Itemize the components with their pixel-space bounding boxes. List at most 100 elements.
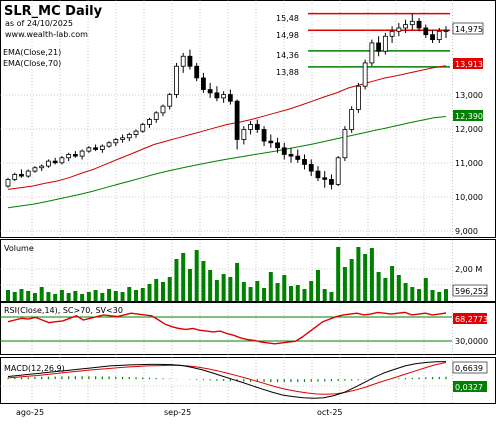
volume-bar	[248, 287, 253, 301]
volume-bar	[181, 253, 186, 301]
candle-up	[99, 145, 105, 150]
volume-bar	[12, 292, 17, 301]
volume-bar	[349, 259, 354, 301]
candle-down	[329, 179, 334, 185]
price-tick-10000: 10,000	[455, 193, 483, 202]
candle-down	[234, 100, 240, 140]
candle-up	[59, 157, 65, 164]
candle-up	[355, 85, 361, 110]
volume-bar	[295, 285, 300, 301]
candle-up	[153, 112, 159, 120]
candle-up	[248, 124, 253, 130]
volume-bar	[403, 283, 408, 301]
price-pane	[0, 0, 496, 238]
candle-up	[180, 55, 186, 67]
candle-down	[288, 154, 294, 157]
candle-up	[39, 165, 45, 169]
volume-bar	[396, 275, 401, 301]
candle-down	[281, 147, 287, 155]
candle-down	[187, 55, 193, 67]
candle-up	[66, 154, 72, 159]
candle-up	[362, 62, 368, 87]
candle-up	[396, 27, 402, 32]
volume-bar	[255, 281, 260, 301]
volume-bar	[66, 293, 71, 301]
price-tick-12000: 12,000	[455, 125, 483, 134]
site-link[interactable]: www.wealth-lab.com	[5, 30, 88, 39]
volume-bar	[262, 288, 267, 301]
volume-title: Volume	[4, 244, 34, 253]
volume-bar	[93, 290, 98, 301]
macd-signal-line	[7, 362, 447, 395]
ema70-line	[7, 116, 447, 209]
candle-up	[79, 150, 85, 157]
volume-bar	[154, 279, 159, 301]
volume-bar	[268, 272, 273, 301]
candle-up	[133, 130, 139, 135]
volume-bar	[363, 254, 368, 301]
volume-bar	[113, 291, 118, 301]
candle-up	[174, 65, 179, 95]
candle-down	[201, 77, 206, 90]
volume-bar	[214, 280, 219, 301]
volume-bar	[167, 277, 172, 301]
ema70-badge-box	[453, 110, 483, 121]
candle-up	[147, 119, 152, 125]
ema21-badge: 13,913	[455, 60, 483, 69]
candle-up	[140, 124, 146, 132]
volume-bar	[342, 267, 347, 301]
candle-up	[349, 109, 355, 130]
rsi-badge-box	[453, 313, 487, 324]
candle-down	[268, 140, 274, 144]
x-label-ago: ago-25	[16, 408, 44, 417]
volume-bar	[127, 287, 132, 301]
volume-bar	[417, 289, 422, 301]
candle-down	[93, 147, 98, 150]
candle-down	[52, 160, 58, 164]
volume-badge-box	[452, 284, 488, 297]
ema21-badge-box	[453, 58, 483, 69]
candle-down	[72, 154, 78, 157]
volume-gridlines	[0, 268, 452, 286]
volume-tick-2m: 2,00 M	[455, 265, 482, 274]
macd-title: MACD(12,26,9)	[4, 364, 65, 373]
ema70-badge: 12,390	[455, 112, 483, 121]
candle-down	[430, 34, 435, 41]
volume-bar	[19, 289, 24, 301]
volume-bar	[235, 263, 240, 301]
candle-up	[5, 179, 11, 187]
candle-up	[25, 170, 31, 177]
volume-bar	[275, 283, 280, 301]
level-label-1388: 13,88	[276, 68, 299, 77]
candle-down	[194, 65, 200, 79]
macd-badge-box	[452, 361, 488, 374]
volume-bar	[390, 266, 395, 301]
volume-bar	[39, 287, 44, 301]
volume-bar	[80, 294, 85, 301]
candle-up	[369, 42, 375, 64]
candle-up	[106, 142, 112, 147]
candle-down	[376, 42, 382, 52]
volume-bar	[59, 290, 64, 301]
macd-pane	[0, 357, 496, 404]
volume-bar	[383, 278, 388, 301]
rsi-title: RSI(Close,14), SC>70, SV<30	[4, 306, 123, 315]
volume-bar	[228, 277, 233, 301]
price-tick-13000: 13,000	[455, 91, 483, 100]
volume-bar	[160, 282, 165, 301]
candle-up	[167, 94, 173, 107]
volume-bar	[289, 286, 294, 301]
rsi-pane	[0, 302, 496, 355]
candle-up	[12, 174, 18, 180]
volume-bar	[208, 270, 213, 301]
candle-down	[261, 129, 267, 142]
candle-down	[322, 177, 328, 180]
candle-up	[32, 167, 38, 172]
volume-bar	[201, 261, 206, 301]
symbol-title: SLR_MC Daily	[4, 4, 103, 19]
candle-up	[113, 139, 119, 144]
volume-bar	[86, 292, 91, 301]
level-label-1436: 14,36	[276, 51, 299, 60]
candle-down	[227, 94, 233, 102]
